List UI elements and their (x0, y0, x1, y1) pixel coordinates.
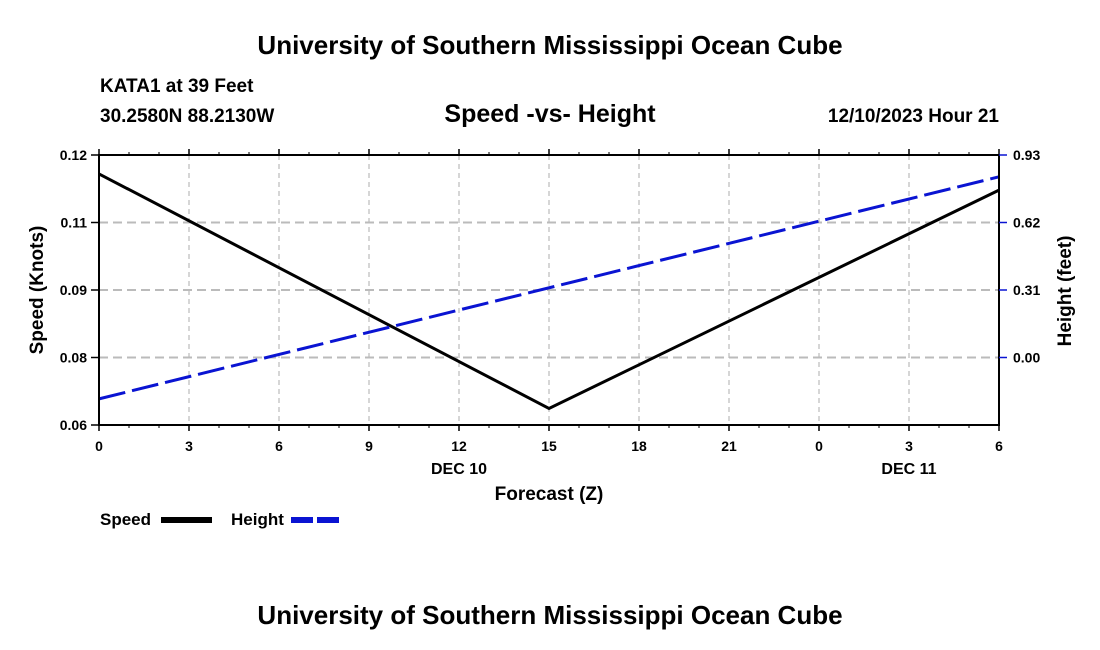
x-tick-label: 6 (995, 438, 1003, 454)
date-label: DEC 10 (431, 461, 487, 478)
y-tick-label: 0.11 (61, 215, 88, 231)
speed-series-line (98, 172, 1000, 411)
chart-title-bottom: University of Southern Mississippi Ocean… (257, 600, 843, 630)
grid-layer (99, 154, 999, 426)
x-tick-label: 12 (451, 438, 467, 454)
y2-tick-label: 0.31 (1013, 282, 1040, 298)
date-label: DEC 11 (881, 461, 936, 478)
legend-speed-label: Speed (100, 510, 152, 529)
y-tick-label: 0.06 (60, 417, 87, 433)
x-tick-label: 0 (815, 438, 823, 454)
x-tick-label: 0 (95, 438, 103, 454)
y2-tick-label: 0.00 (1013, 350, 1040, 366)
x-tick-label: 3 (185, 438, 193, 454)
legend-height-label: Height (231, 510, 284, 529)
coordinates-label: 30.2580N 88.2130W (100, 106, 275, 127)
station-label: KATA1 at 39 Feet (100, 76, 254, 97)
x-tick-label: 9 (365, 438, 373, 454)
y2-tick-label: 0.93 (1013, 147, 1040, 163)
y2-tick-label: 0.62 (1013, 215, 1040, 231)
y-axis-title: Speed (Knots) (27, 226, 48, 355)
datetime-label: 12/10/2023 Hour 21 (827, 106, 999, 127)
chart-title-top: University of Southern Mississippi Ocean… (257, 30, 843, 60)
y-tick-label: 0.09 (60, 282, 87, 298)
x-axis-title: Forecast (Z) (495, 484, 604, 505)
x-tick-label: 21 (721, 438, 737, 454)
speed-height-chart: 0 3 6 9 12 15 18 21 0 3 6 DEC 10 DEC 11 0.06 0.08 0.09 0… (27, 147, 1076, 505)
y2-axis-title: Height (feet) (1055, 236, 1076, 347)
x-tick-label: 15 (541, 438, 557, 454)
x-tick-label: 18 (631, 438, 647, 454)
height-series-line (98, 175, 1000, 401)
y-tick-label: 0.08 (60, 350, 87, 366)
series-layer (98, 172, 1000, 411)
x-tick-label: 3 (905, 438, 913, 454)
legend-height-line (291, 517, 343, 523)
chart-subtitle: Speed -vs- Height (444, 100, 656, 128)
y-tick-label: 0.12 (60, 147, 87, 163)
axis-layer: 0 3 6 9 12 15 18 21 0 3 6 DEC 10 DEC 11 0.06 0.08 0.09 0… (60, 147, 1041, 478)
x-tick-label: 6 (275, 438, 283, 454)
legend-speed-line (161, 517, 212, 523)
